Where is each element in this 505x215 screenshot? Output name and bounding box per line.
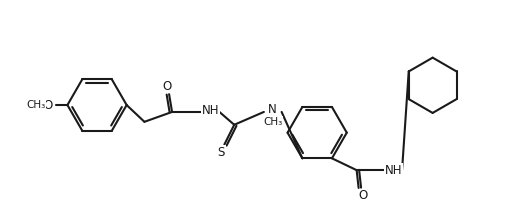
Text: S: S	[217, 146, 225, 159]
Text: O: O	[162, 80, 171, 93]
Text: NH: NH	[201, 104, 219, 117]
Text: N: N	[268, 103, 277, 117]
Text: CH₃: CH₃	[26, 100, 45, 110]
Text: O: O	[357, 189, 367, 202]
Text: CH₃: CH₃	[263, 117, 282, 127]
Text: NH: NH	[384, 164, 401, 177]
Text: O: O	[43, 98, 52, 112]
